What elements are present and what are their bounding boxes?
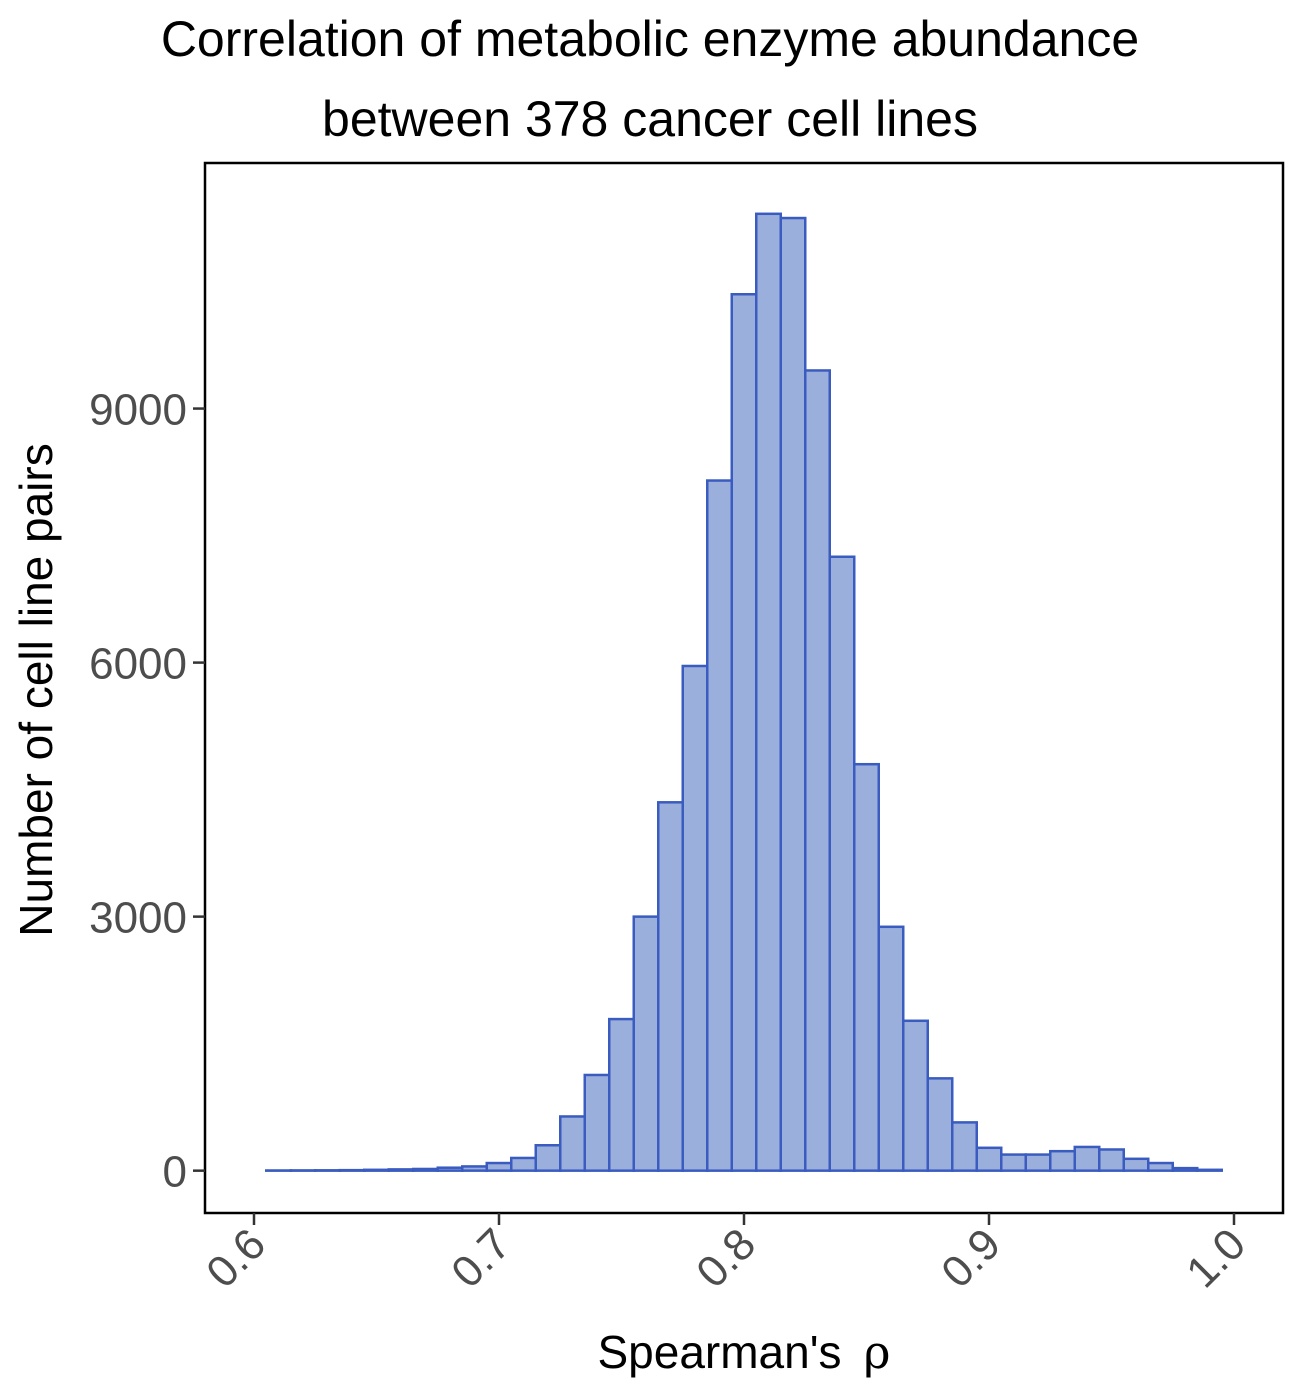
- histogram-bar: [1196, 1168, 1223, 1172]
- histogram-bar: [436, 1166, 464, 1172]
- histogram-bar: [1024, 1153, 1052, 1172]
- histogram-bar: [1098, 1148, 1125, 1172]
- histogram-bar: [1073, 1145, 1101, 1172]
- y-tick-label: 9000: [89, 386, 187, 435]
- histogram-bar: [412, 1167, 439, 1172]
- y-tick-label: 3000: [89, 894, 187, 943]
- histogram-bar: [681, 664, 709, 1172]
- histogram-bar: [975, 1146, 1003, 1172]
- y-axis-title: Number of cell line pairs: [10, 443, 62, 936]
- histogram-bar: [338, 1168, 366, 1172]
- histogram-bar: [730, 293, 758, 1172]
- x-axis-title: Spearman's ρ: [597, 1325, 890, 1379]
- histogram-bar: [926, 1077, 954, 1172]
- x-tick-label: 0.9: [932, 1219, 1010, 1297]
- x-tick-label: 0.6: [197, 1219, 275, 1297]
- histogram-bar: [779, 216, 807, 1172]
- y-tick-label: 6000: [89, 640, 187, 689]
- bars-group: [265, 212, 1223, 1172]
- histogram-bar: [461, 1165, 488, 1172]
- x-axis-title-text: Spearman's: [597, 1326, 841, 1378]
- x-tick-label: 0.8: [687, 1219, 765, 1297]
- histogram-bar: [510, 1156, 537, 1172]
- histogram-bar: [485, 1161, 513, 1172]
- histogram-bar: [706, 479, 733, 1172]
- histogram-bar: [853, 762, 880, 1172]
- histogram-bar: [363, 1168, 390, 1172]
- histogram-bar: [534, 1144, 562, 1172]
- histogram-bar: [608, 1017, 635, 1172]
- x-axis: 0.6 0.7 0.8 0.9 1.0: [197, 1213, 1255, 1297]
- y-tick-label: 0: [163, 1148, 187, 1197]
- x-tick-label: 1.0: [1177, 1219, 1255, 1297]
- histogram-bar: [1122, 1157, 1150, 1172]
- histogram-bar: [877, 925, 905, 1172]
- histogram-bar: [755, 212, 782, 1172]
- histogram-bar: [951, 1121, 978, 1172]
- histogram-bar: [1049, 1149, 1076, 1172]
- histogram-bar: [1171, 1166, 1199, 1172]
- histogram-bar: [559, 1115, 586, 1172]
- histogram-bar: [657, 801, 684, 1172]
- histogram-bar: [387, 1168, 415, 1172]
- histogram-bar: [583, 1073, 611, 1172]
- rho-symbol: ρ: [863, 1325, 890, 1379]
- histogram-bar: [804, 369, 831, 1172]
- histogram-bar: [902, 1019, 929, 1172]
- histogram-bar: [1147, 1161, 1174, 1172]
- histogram-bar: [1000, 1153, 1027, 1172]
- histogram-bar: [632, 915, 660, 1172]
- chart-title-line-2: between 378 cancer cell lines: [322, 91, 978, 147]
- histogram-bar: [828, 555, 856, 1172]
- y-axis: 0 3000 6000 9000: [89, 386, 205, 1197]
- x-tick-label: 0.7: [442, 1219, 520, 1297]
- chart-title-line-1: Correlation of metabolic enzyme abundanc…: [160, 11, 1140, 67]
